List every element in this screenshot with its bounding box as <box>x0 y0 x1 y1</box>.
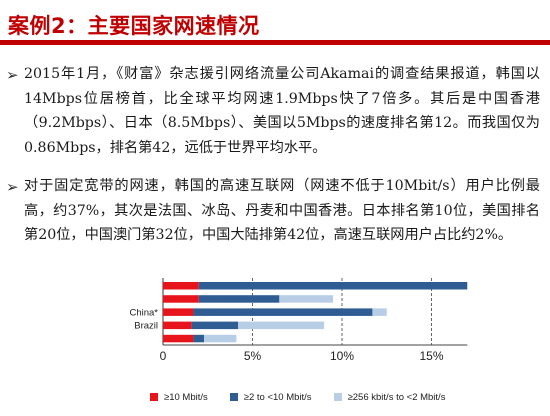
arrow-bullet-icon: ➢ <box>6 66 19 84</box>
bar-segment <box>163 308 194 316</box>
bar-segment <box>198 295 280 303</box>
legend-swatch <box>333 393 342 401</box>
bullet-text: 对于固定宽带的网速，韩国的高速互联网（网速不低于10Mbit/s）用户比例最高，… <box>24 178 540 243</box>
bar-segment <box>372 308 387 316</box>
legend-label: ≥256 kbit/s to <2 Mbit/s <box>347 391 446 403</box>
bullet-paragraph: ➢ 2015年1月，《财富》杂志援引网络流量公司Akamai的调查结果报道，韩国… <box>6 62 540 160</box>
legend-item: ≥10 Mbit/s <box>150 392 208 403</box>
bar-segment <box>238 321 325 330</box>
bar-segment <box>204 334 237 343</box>
bar-segment <box>198 282 468 290</box>
bullet-paragraph: ➢ 对于固定宽带的网速，韩国的高速互联网（网速不低于10Mbit/s）用户比例最… <box>6 174 540 248</box>
bar-segment <box>193 308 373 316</box>
x-tick-label: 15% <box>419 349 443 363</box>
x-tick-label: 10% <box>330 349 354 363</box>
legend-swatch <box>150 393 158 401</box>
category-label: Brazil <box>134 321 158 332</box>
bullet-text: 2015年1月，《财富》杂志援引网络流量公司Akamai的调查结果报道，韩国以1… <box>24 66 540 156</box>
legend-item: ≥2 to <10 Mbit/s <box>229 391 312 403</box>
chart-legend: ≥10 Mbit/s ≥2 to <10 Mbit/s ≥256 kbit/s to… <box>150 389 467 405</box>
arrow-bullet-icon: ➢ <box>6 178 19 196</box>
bar-segment <box>191 321 239 330</box>
legend-item: ≥256 kbit/s to <2 Mbit/s <box>333 391 446 403</box>
x-tick-label: 0 <box>160 349 167 363</box>
legend-swatch <box>229 393 238 401</box>
slide-title: 案例2：主要国家网速情况 <box>8 14 260 38</box>
bar-segment <box>193 334 205 343</box>
title-divider <box>0 40 550 45</box>
bar-segment <box>163 321 192 330</box>
bar-segment <box>163 334 194 343</box>
bar-segment <box>163 282 199 290</box>
x-tick-label: 5% <box>244 349 262 363</box>
stacked-bar-chart: China* Brazil 0 5% 10% 15% <box>129 278 468 363</box>
legend-label: ≥2 to <10 Mbit/s <box>243 391 312 403</box>
legend-label: ≥10 Mbit/s <box>164 391 208 403</box>
category-label: China* <box>129 307 158 318</box>
bar-segment <box>163 295 199 303</box>
bar-segment <box>279 295 334 303</box>
